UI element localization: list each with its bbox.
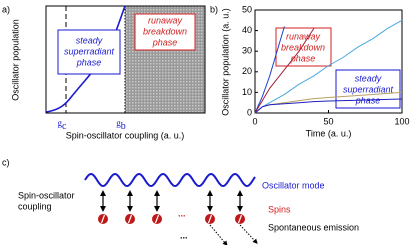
annotation-text: superradiant — [64, 46, 115, 56]
annotation-box — [275, 27, 332, 67]
y-tick-label: 40 — [242, 25, 252, 35]
series-line — [254, 28, 315, 114]
annotation-text: superradiant — [343, 84, 394, 94]
spin-arrow — [207, 214, 213, 224]
annotation-text: runaway — [286, 31, 321, 41]
annotation-text: phase — [152, 37, 178, 47]
annotation-text: phase — [290, 53, 316, 63]
spins-label: Spins — [268, 204, 291, 214]
x-tick-label: 0 — [252, 116, 257, 126]
spin-arrow — [127, 214, 133, 224]
x-mark-subscript: b — [121, 121, 126, 132]
x-mark-label: gb — [116, 118, 126, 132]
spins-ellipsis: ... — [178, 208, 186, 218]
x-tick-label: 100 — [394, 116, 409, 126]
y-tick-label: 20 — [242, 66, 252, 76]
x-mark-subscript: c — [62, 121, 67, 132]
y-tick-label: 0 — [247, 107, 252, 117]
annotation-box — [335, 69, 401, 109]
emission-label: Spontaneous emission — [268, 222, 359, 232]
spins-diagram: Oscillator mode Spin-oscillatorcoupling..… — [18, 172, 359, 245]
emission-arrow — [209, 224, 228, 245]
panel-label: c) — [2, 157, 10, 167]
annotation-text: runaway — [148, 15, 183, 25]
series-line — [254, 98, 403, 114]
coupling-label: Spin-oscillator — [18, 190, 75, 200]
emission-ellipsis: ... — [180, 230, 188, 240]
annotation-text: phase — [76, 57, 102, 67]
plot-frame — [45, 5, 206, 114]
annotation-text: phase — [355, 95, 381, 105]
y-tick-label: 50 — [242, 4, 252, 14]
oscillator-wave — [84, 172, 256, 188]
x-axis-label: Spin-oscillator coupling (a. u.) — [66, 130, 185, 140]
spin-arrow — [100, 214, 106, 224]
annotation-text: steady — [355, 73, 382, 83]
x-mark-symbol: g — [116, 118, 121, 128]
x-mark-symbol: g — [58, 118, 63, 128]
y-axis-label: Oscillator population (a. u.) — [220, 8, 230, 116]
x-mark-label: gc — [58, 118, 68, 132]
annotation-text: breakdown — [281, 42, 325, 52]
coupling-label: coupling — [18, 201, 52, 211]
series-line — [254, 19, 403, 114]
annotation-text: breakdown — [143, 26, 187, 36]
spin-arrow — [154, 214, 160, 224]
annotation-box — [134, 13, 196, 51]
annotation-text: steady — [76, 35, 103, 45]
y-tick-label: 10 — [242, 87, 252, 97]
series-line — [254, 26, 285, 114]
emission-arrow — [239, 224, 258, 244]
x-tick-label: 50 — [323, 116, 333, 126]
oscillator-mode-label: Oscillator mode — [262, 180, 325, 190]
panel-label: a) — [2, 4, 10, 14]
panel-label: b) — [210, 4, 218, 14]
spin-arrow — [237, 214, 243, 224]
x-axis-label: Time (a. u.) — [306, 128, 352, 138]
y-axis-label: Oscillator population — [10, 19, 20, 101]
annotation-box — [57, 29, 121, 75]
y-tick-label: 30 — [242, 46, 252, 56]
